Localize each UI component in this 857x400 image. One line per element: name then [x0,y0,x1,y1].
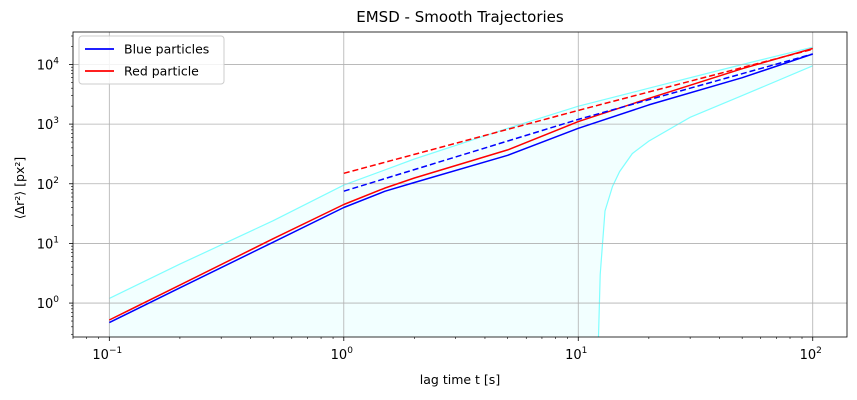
chart-title: EMSD - Smooth Trajectories [356,8,564,26]
x-tick-label-1: 100 [331,346,354,363]
y-axis-label: ⟨Δr²⟩ [px²] [12,157,27,220]
y-tick-label-4: 104 [37,56,60,73]
series-line-0 [108,53,813,324]
axis-ticks: 10−1 100 101 102 100 101 102 103 104 [37,35,822,363]
band-upper-line [109,46,813,299]
series-line-2 [343,53,813,192]
y-tick-label-1: 101 [37,235,59,252]
band-lower-line [597,65,813,338]
confidence-band [109,46,813,338]
y-tick-label-0: 100 [37,295,60,312]
x-tick-label-2: 101 [565,346,587,363]
series-line-1 [108,47,813,321]
x-axis-label-text: lag time t [s] [420,372,500,387]
legend-label-0: Blue particles [124,42,209,57]
x-tick-label-3: 102 [800,346,822,363]
legend-label-1: Red particle [124,64,199,79]
x-tick-label-0: 10−1 [92,346,122,363]
band-fill [109,47,813,337]
legend-box [78,35,225,85]
y-tick-label-3: 103 [37,116,59,133]
y-tick-label-2: 102 [37,176,59,193]
series-lines [108,47,813,324]
plot-frame [72,31,848,338]
x-axis-label: lag time t [s] [420,372,500,387]
legend: Blue particles Red particle [78,35,225,85]
